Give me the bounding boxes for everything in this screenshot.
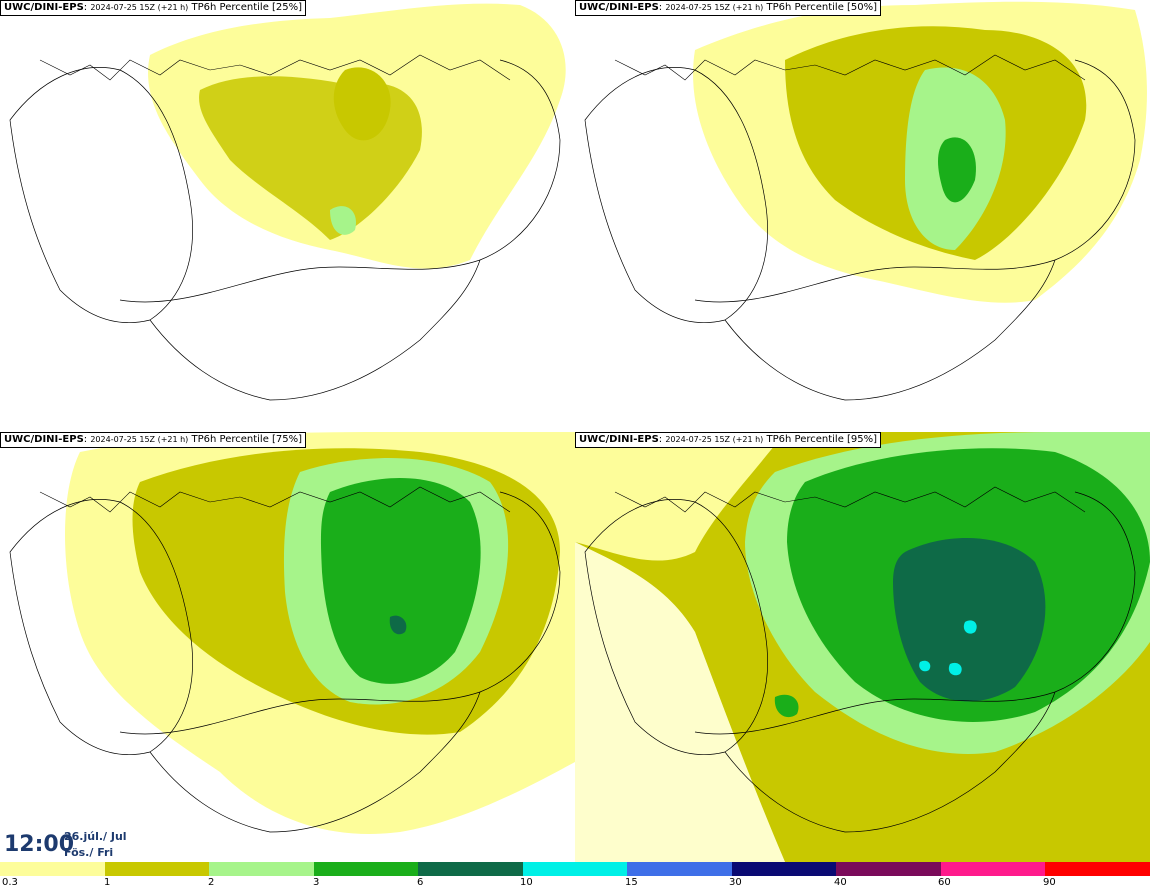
legend-swatch	[418, 862, 523, 876]
panel-title: UWC/DINI-EPS: 2024-07-25 15Z (+21 h) TP6…	[0, 0, 307, 16]
map-panel-95: UWC/DINI-EPS: 2024-07-25 15Z (+21 h) TP6…	[575, 432, 1150, 862]
field-name: TP6h Percentile [50%]	[766, 2, 878, 13]
run-time: 2024-07-25 15Z (+21 h)	[665, 435, 764, 444]
panel-title: UWC/DINI-EPS: 2024-07-25 15Z (+21 h) TP6…	[0, 432, 307, 448]
panel-title: UWC/DINI-EPS: 2024-07-25 15Z (+21 h) TP6…	[575, 0, 882, 16]
legend-label: 60	[938, 877, 951, 888]
legend-label: 15	[625, 877, 638, 888]
model-source: UWC/DINI-EPS	[579, 2, 659, 13]
model-source: UWC/DINI-EPS	[4, 434, 84, 445]
valid-hour: 12:00	[4, 832, 75, 857]
valid-date: 26.júl./ Jul	[64, 830, 127, 843]
legend-swatch	[209, 862, 314, 876]
map-panel-50: UWC/DINI-EPS: 2024-07-25 15Z (+21 h) TP6…	[575, 0, 1150, 430]
precip-map-25	[0, 0, 575, 430]
legend-label: 10	[520, 877, 533, 888]
precip-map-50	[575, 0, 1150, 430]
run-time: 2024-07-25 15Z (+21 h)	[90, 3, 189, 12]
legend-label: 2	[208, 877, 215, 888]
legend-label: 90	[1043, 877, 1056, 888]
run-time: 2024-07-25 15Z (+21 h)	[665, 3, 764, 12]
legend-label: 3	[313, 877, 320, 888]
legend-swatch	[105, 862, 209, 876]
model-source: UWC/DINI-EPS	[579, 434, 659, 445]
valid-time-box: 12:00 26.júl./ Jul Fös./ Fri	[0, 826, 130, 862]
precip-map-95	[575, 432, 1150, 862]
field-name: TP6h Percentile [95%]	[766, 434, 878, 445]
field-name: TP6h Percentile [25%]	[191, 2, 303, 13]
run-time: 2024-07-25 15Z (+21 h)	[90, 435, 189, 444]
legend-swatch	[941, 862, 1045, 876]
legend-swatch	[314, 862, 418, 876]
model-source: UWC/DINI-EPS	[4, 2, 84, 13]
legend-label: 1	[104, 877, 111, 888]
legend-label: 40	[834, 877, 847, 888]
precip-map-75	[0, 432, 575, 862]
map-panel-25: UWC/DINI-EPS: 2024-07-25 15Z (+21 h) TP6…	[0, 0, 575, 430]
panel-title: UWC/DINI-EPS: 2024-07-25 15Z (+21 h) TP6…	[575, 432, 882, 448]
valid-day: Fös./ Fri	[64, 846, 114, 859]
legend-swatch	[627, 862, 732, 876]
legend-swatch	[836, 862, 941, 876]
legend-swatch	[523, 862, 627, 876]
legend-swatch	[732, 862, 836, 876]
legend-swatch	[1045, 862, 1150, 876]
legend-swatch	[0, 862, 105, 876]
legend-label: 0.3	[2, 877, 18, 888]
legend-label: 30	[729, 877, 742, 888]
legend-label: 6	[417, 877, 424, 888]
map-panel-75: UWC/DINI-EPS: 2024-07-25 15Z (+21 h) TP6…	[0, 432, 575, 862]
color-legend: 0.3 1 2 3 6 10 15 30 40 60 90	[0, 862, 1150, 891]
field-name: TP6h Percentile [75%]	[191, 434, 303, 445]
